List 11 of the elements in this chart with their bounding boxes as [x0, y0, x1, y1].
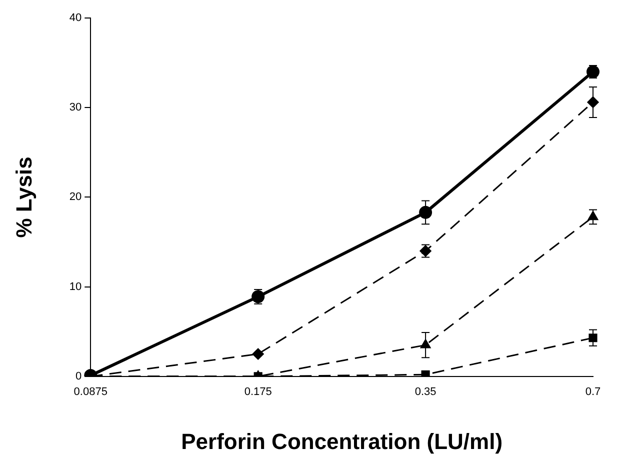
x-tick-label: 0.35: [414, 386, 436, 398]
x-axis-title: Perforin Concentration (LU/ml): [181, 428, 503, 454]
y-axis-title: % Lysis: [11, 156, 36, 238]
x-tick-label: 0.175: [244, 386, 272, 398]
y-tick-label: 30: [69, 102, 82, 114]
x-tick-label: 0.7: [585, 386, 601, 398]
y-tick-label: 10: [69, 280, 82, 293]
x-tick-label: 0.0875: [74, 386, 108, 398]
y-tick-label: 0: [76, 370, 82, 382]
y-tick-label: 20: [69, 191, 82, 204]
y-tick-label: 40: [69, 12, 82, 24]
